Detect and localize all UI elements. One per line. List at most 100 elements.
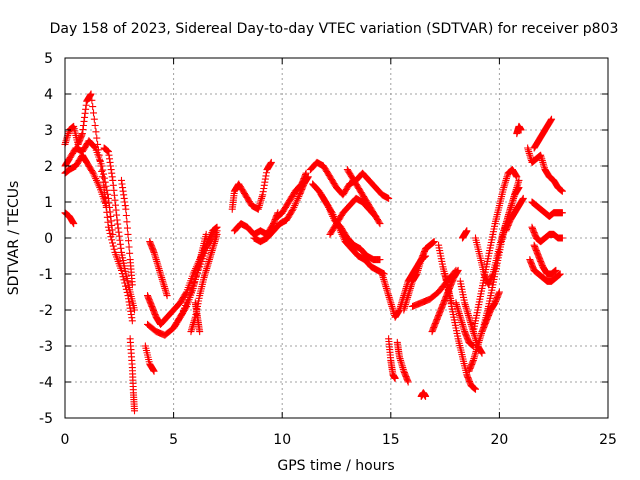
- series-arc-41: [513, 122, 525, 138]
- data-point: [558, 209, 566, 217]
- data-point: [495, 288, 503, 296]
- data-point: [88, 168, 96, 176]
- data-point: [513, 173, 521, 181]
- data-point: [150, 367, 158, 375]
- data-point: [90, 109, 98, 117]
- data-point: [519, 194, 527, 202]
- x-axis-label: GPS time / hours: [277, 458, 394, 474]
- data-point: [109, 239, 117, 247]
- data-point: [375, 218, 383, 226]
- data-point: [99, 166, 107, 174]
- data-point: [454, 266, 462, 274]
- y-tick-label: 0: [44, 231, 53, 247]
- data-point: [202, 230, 210, 238]
- series-arc-42: [524, 144, 566, 195]
- data-point: [91, 143, 99, 151]
- x-tick-label: 5: [169, 432, 178, 448]
- y-tick-label: -3: [39, 339, 53, 355]
- data-point: [288, 207, 296, 215]
- data-point: [123, 218, 131, 226]
- series-arc-45: [528, 223, 566, 246]
- y-tick-label: 4: [44, 87, 53, 103]
- series-arc-01: [61, 90, 136, 325]
- series-arc-40: [502, 194, 527, 235]
- data-point: [124, 230, 132, 238]
- x-tick-label: 20: [490, 432, 508, 448]
- series-arc-33: [452, 299, 477, 350]
- data-point: [88, 96, 96, 104]
- data-point: [302, 169, 310, 177]
- series-arc-35: [458, 227, 471, 242]
- series-arc-06: [117, 176, 136, 289]
- data-point: [128, 281, 136, 289]
- data-point: [196, 328, 204, 336]
- series-arc-22: [326, 194, 380, 238]
- data-point: [126, 249, 134, 257]
- series-arc-14: [191, 299, 204, 336]
- data-point: [376, 256, 384, 264]
- data-point: [556, 270, 564, 278]
- data-point: [430, 238, 438, 246]
- series-arc-03: [61, 151, 110, 210]
- data-point: [515, 184, 523, 192]
- series-arc-21: [317, 191, 384, 264]
- series-arc-47: [530, 241, 560, 278]
- data-point: [100, 174, 108, 182]
- data-point: [122, 205, 130, 213]
- data-point: [404, 378, 412, 386]
- series-arc-18: [274, 169, 310, 220]
- series-arc-25: [385, 335, 399, 382]
- data-point: [98, 162, 106, 170]
- chart-title: Day 158 of 2023, Sidereal Day-to-day VTE…: [50, 21, 619, 37]
- series-arc-23: [343, 166, 384, 228]
- data-point: [213, 230, 221, 238]
- data-point: [89, 103, 97, 111]
- data-point: [128, 317, 136, 325]
- y-tick-label: -2: [39, 303, 53, 319]
- y-tick-label: 1: [44, 195, 53, 211]
- data-point: [87, 90, 95, 98]
- data-point: [125, 237, 133, 245]
- data-point: [463, 227, 471, 235]
- y-tick-label: 5: [44, 51, 53, 67]
- data-point: [70, 220, 78, 228]
- series-arc-26: [393, 338, 412, 386]
- series-arc-11: [146, 238, 171, 300]
- data-point: [122, 212, 130, 219]
- series-arc-04: [61, 209, 78, 228]
- x-tick-label: 25: [599, 432, 617, 448]
- series-arc-05: [100, 144, 139, 314]
- data-point: [102, 182, 110, 190]
- data-point: [131, 407, 139, 415]
- data-point: [92, 128, 100, 136]
- data-point: [120, 276, 128, 284]
- data-point: [182, 304, 190, 312]
- data-point: [109, 230, 117, 238]
- series-arc-15: [228, 158, 275, 213]
- data-point: [102, 202, 110, 210]
- x-tick-label: 0: [61, 432, 70, 448]
- data-point: [517, 126, 525, 134]
- data-point: [90, 115, 98, 123]
- axis-ticks: 0 5 10 15 20 25 -5 -4 -3 -2 -1 0 1 2 3 4 5: [39, 51, 617, 448]
- series-arc-32: [441, 270, 480, 393]
- x-tick-label: 10: [273, 432, 291, 448]
- data-points: [61, 90, 566, 415]
- y-tick-label: 3: [44, 123, 53, 139]
- series-arc-44: [528, 198, 566, 220]
- data-point: [123, 224, 131, 232]
- data-point: [422, 392, 430, 400]
- series-arc-08: [144, 223, 221, 328]
- data-point: [515, 176, 523, 184]
- data-point: [163, 292, 171, 300]
- y-tick-label: 2: [44, 159, 53, 175]
- data-point: [548, 115, 556, 123]
- data-point: [391, 374, 399, 382]
- data-point: [103, 186, 111, 194]
- y-tick-label: -4: [39, 375, 53, 391]
- data-point: [110, 245, 118, 253]
- data-point: [125, 243, 133, 251]
- data-point: [385, 194, 393, 202]
- series-arc-19: [306, 158, 393, 202]
